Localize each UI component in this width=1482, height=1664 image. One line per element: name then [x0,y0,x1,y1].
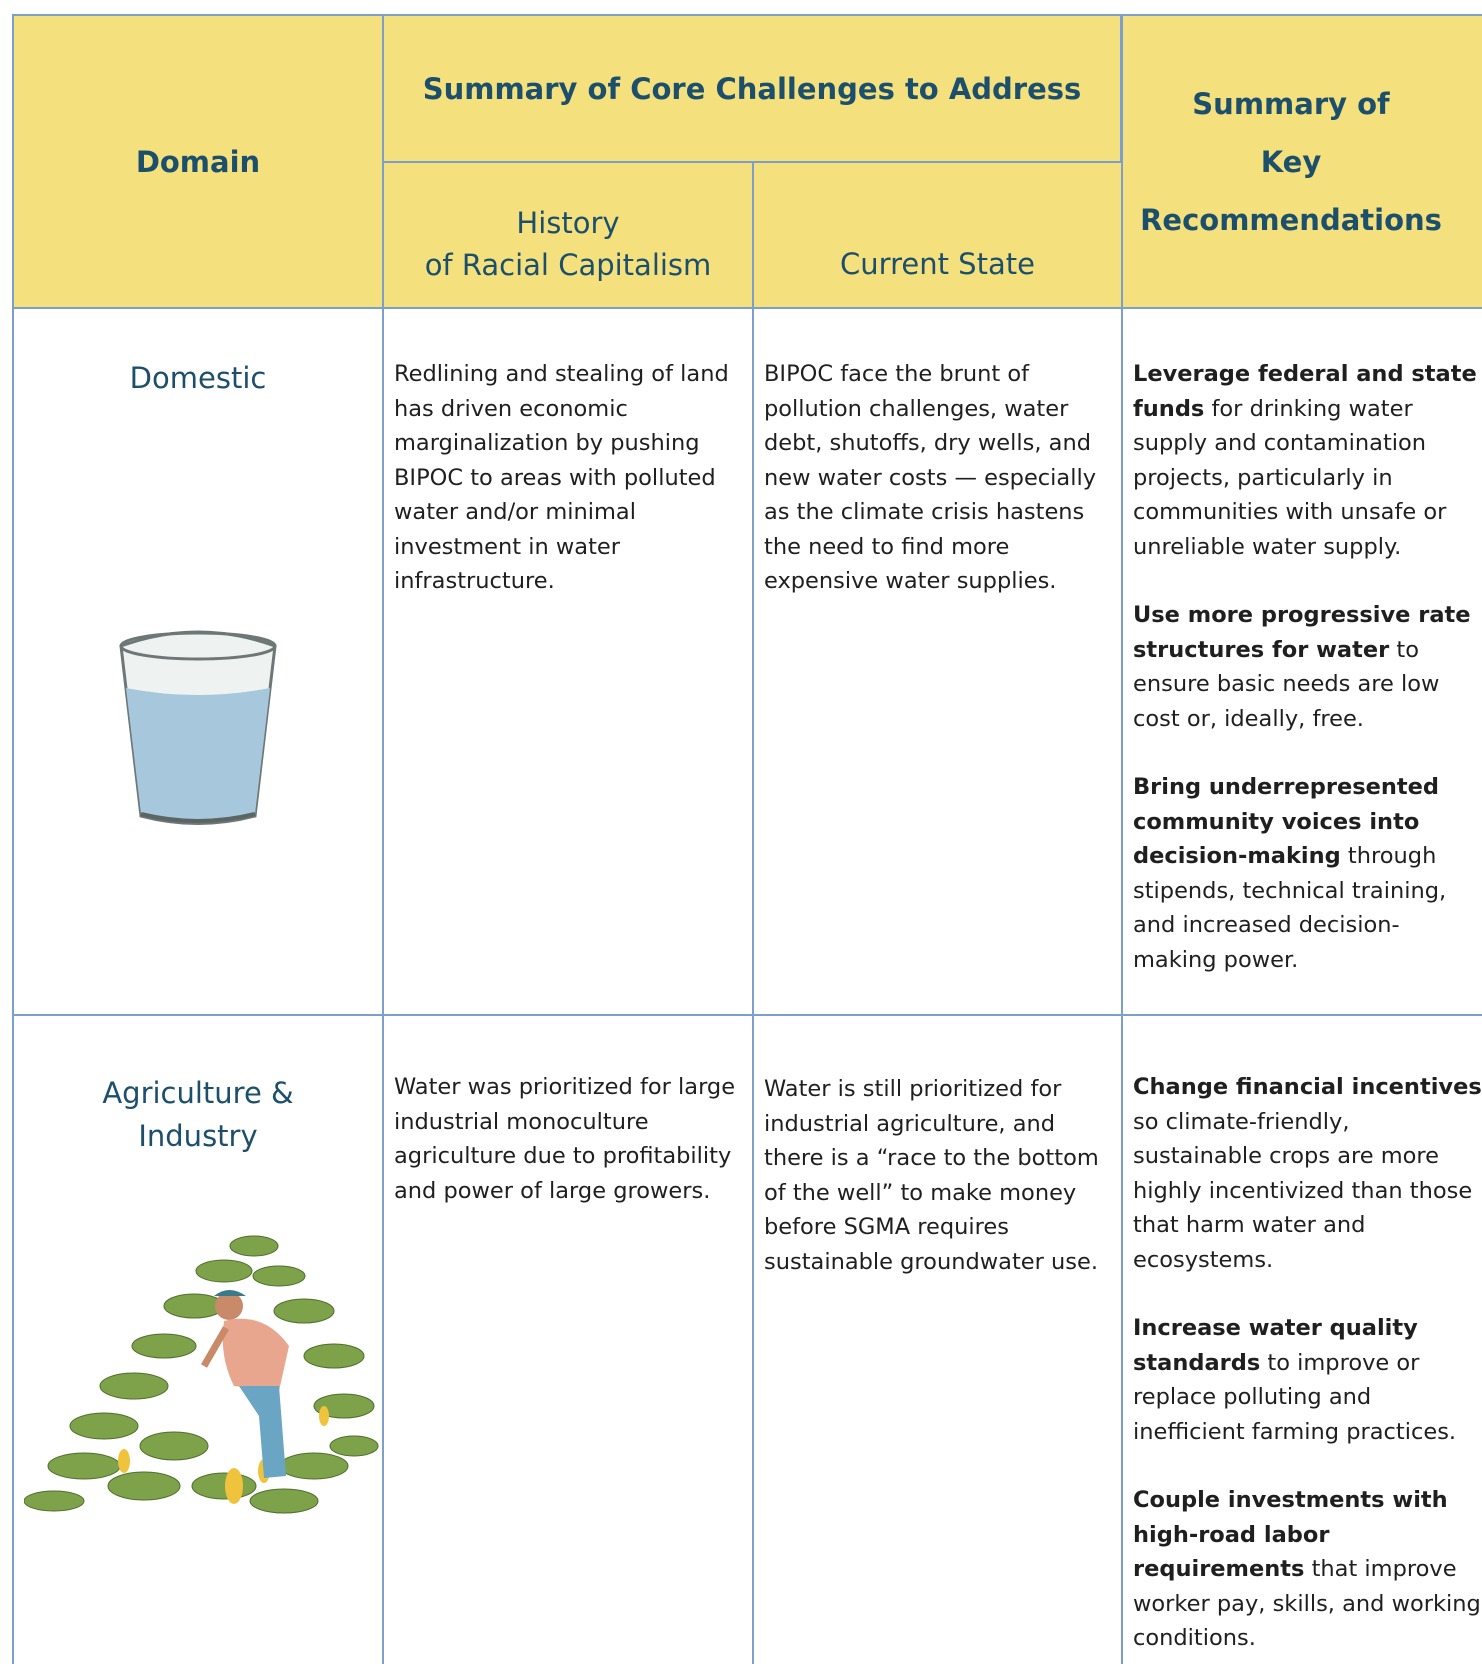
recommendation: Use more progressive rate structures for… [1133,598,1482,736]
recommendation-lead: Leverage federal and state funds [1133,361,1477,422]
header-current: Current State [840,247,1035,281]
header-recommendations: Summary of Key Recommendations [1140,86,1442,237]
recommendations-cell: Leverage federal and state funds for dri… [1121,307,1482,1016]
glass-icon [119,630,277,825]
header-cell: Current State [752,161,1123,309]
recommendations-list: Leverage federal and state funds for dri… [1133,357,1482,1011]
recommendation: Increase water quality standards to impr… [1133,1311,1482,1449]
current-text: BIPOC face the brunt of pollution challe… [764,361,1097,594]
domain-label: Domestic [129,361,267,395]
recommendation: Couple investments with high-road labor … [1133,1483,1482,1656]
recommendation: Leverage federal and state funds for dri… [1133,357,1482,564]
recommendation-lead: Bring underrepresented community voices … [1133,774,1440,869]
recommendation-lead: Couple investments with high-road labor … [1133,1487,1448,1582]
header-cell: Domain [12,14,384,309]
recommendation-text: for drinking water supply and contaminat… [1133,395,1447,560]
recommendations-cell: Change financial incentives so climate-f… [1121,1014,1482,1664]
recommendation-lead: Use more progressive rate structures for… [1133,602,1471,663]
history-cell: Water was prioritized for large industri… [382,1014,754,1664]
recommendation-text: so climate-friendly, sustainable crops a… [1133,1108,1473,1273]
domain-label: Agriculture & Industry [102,1076,294,1153]
recommendation-text: to ensure basic needs are low cost or, i… [1133,636,1440,732]
recommendation: Change financial incentives so climate-f… [1133,1070,1482,1277]
current-cell: Water is still prioritized for industria… [752,1014,1123,1664]
recommendation-lead: Increase water quality standards [1133,1315,1418,1376]
header-history: History of Racial Capitalism [424,206,712,282]
recommendations-list: Change financial incentives so climate-f… [1133,1070,1482,1664]
history-cell: Redlining and stealing of land has drive… [382,307,754,1016]
recommendation-text: that improve worker pay, skills, and wor… [1133,1556,1481,1651]
header-challenges: Summary of Core Challenges to Address [422,71,1082,106]
header-cell: Summary of Key Recommendations [1121,14,1482,309]
history-text: Redlining and stealing of land has drive… [394,361,729,594]
current-text: Water is still prioritized for industria… [764,1076,1099,1275]
header-cell: History of Racial Capitalism [382,161,754,309]
recommendation-text: to improve or replace polluting and inef… [1133,1349,1457,1445]
header-cell: Summary of Core Challenges to Address [382,14,1122,163]
farmer-illustration [24,1235,379,1514]
current-cell: BIPOC face the brunt of pollution challe… [752,307,1123,1016]
header-domain: Domain [135,144,261,179]
history-text: Water was prioritized for large industri… [394,1074,736,1204]
domain-cell: Agriculture & Industry [12,1014,384,1664]
recommendation-text: through stipends, technical training, an… [1133,843,1447,973]
domain-cell: Domestic [12,307,384,1016]
recommendation-lead: Change financial incentives [1133,1074,1482,1100]
recommendation: Bring underrepresented community voices … [1133,770,1482,977]
